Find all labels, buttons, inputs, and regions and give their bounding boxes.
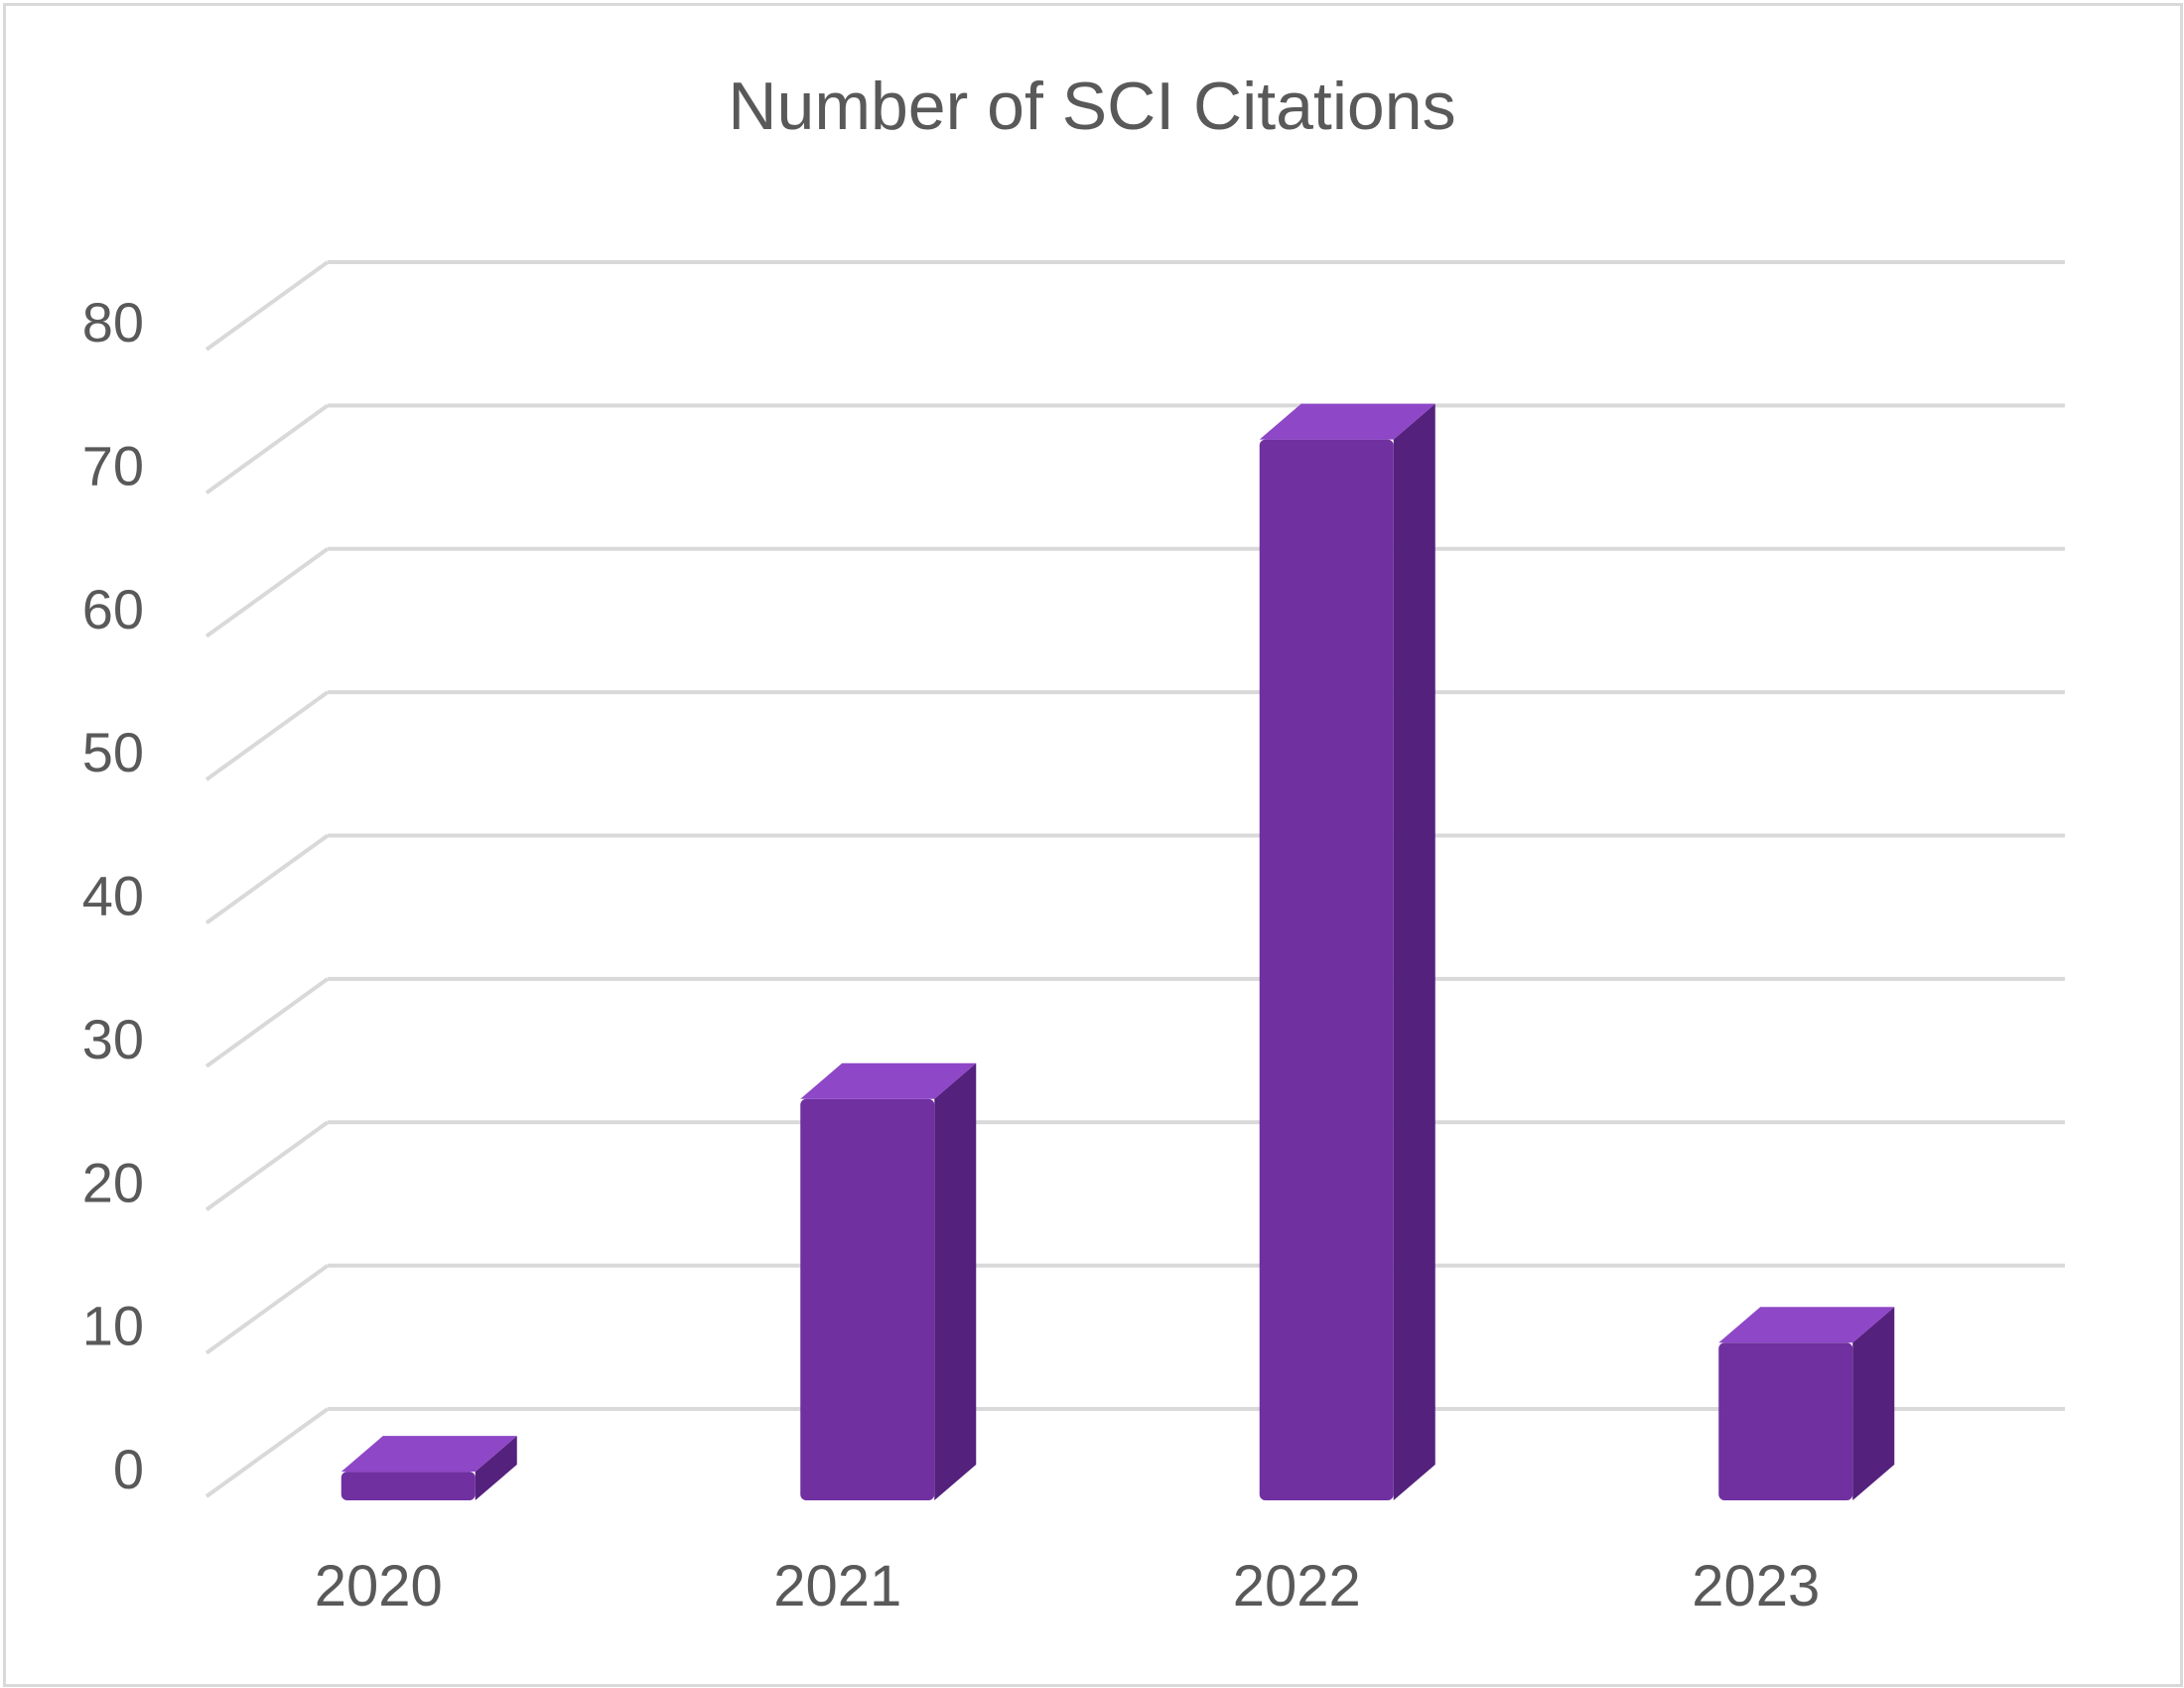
x-tick-label: 2022 — [1233, 1554, 1361, 1618]
bar-top-2021 — [800, 1062, 977, 1099]
side-gridline-60 — [205, 547, 330, 638]
x-axis-labels: 2020 2021 2022 2023 — [315, 1554, 1821, 1618]
side-gridline-80 — [205, 260, 330, 352]
side-gridline-20 — [205, 1120, 330, 1211]
y-tick-label: 20 — [82, 1151, 144, 1213]
side-gridline-10 — [205, 1264, 330, 1355]
y-axis-labels: 0 10 20 30 40 50 60 70 80 — [82, 291, 144, 1500]
y-tick-label: 30 — [82, 1008, 144, 1070]
bar-front-2023 — [1718, 1342, 1853, 1500]
bar-front-2020 — [341, 1472, 476, 1500]
x-tick-label: 2020 — [315, 1554, 443, 1618]
x-tick-label: 2021 — [773, 1554, 901, 1618]
y-tick-label: 40 — [82, 865, 144, 927]
bar-top-2023 — [1718, 1307, 1895, 1343]
bar-2022 — [1259, 403, 1435, 1500]
side-gridline-70 — [205, 403, 330, 494]
bar-side-2022 — [1393, 403, 1435, 1500]
side-gridline-30 — [205, 977, 330, 1068]
bar-side-2020 — [475, 1436, 517, 1500]
bar-2023 — [1718, 1307, 1895, 1500]
y-tick-label: 80 — [82, 291, 144, 353]
side-gridline-40 — [205, 833, 330, 925]
x-tick-label: 2023 — [1692, 1554, 1820, 1618]
bar-top-2022 — [1259, 403, 1435, 440]
y-tick-label: 0 — [113, 1438, 144, 1500]
y-tick-label: 50 — [82, 721, 144, 783]
chart-title: Number of SCI Citations — [728, 69, 1455, 144]
bar-side-2023 — [1852, 1307, 1895, 1500]
bar-front-2021 — [800, 1098, 935, 1500]
side-gridline-50 — [205, 690, 330, 781]
bar-front-2022 — [1259, 439, 1394, 1500]
bars — [341, 403, 1895, 1500]
y-tick-label: 60 — [82, 578, 144, 640]
y-tick-label: 70 — [82, 434, 144, 496]
side-gridline-0 — [205, 1407, 330, 1498]
y-tick-label: 10 — [82, 1295, 144, 1357]
bar-2021 — [800, 1062, 977, 1500]
bar-top-2020 — [341, 1436, 517, 1473]
bar-side-2021 — [934, 1062, 977, 1500]
bar-2020 — [341, 1436, 517, 1500]
